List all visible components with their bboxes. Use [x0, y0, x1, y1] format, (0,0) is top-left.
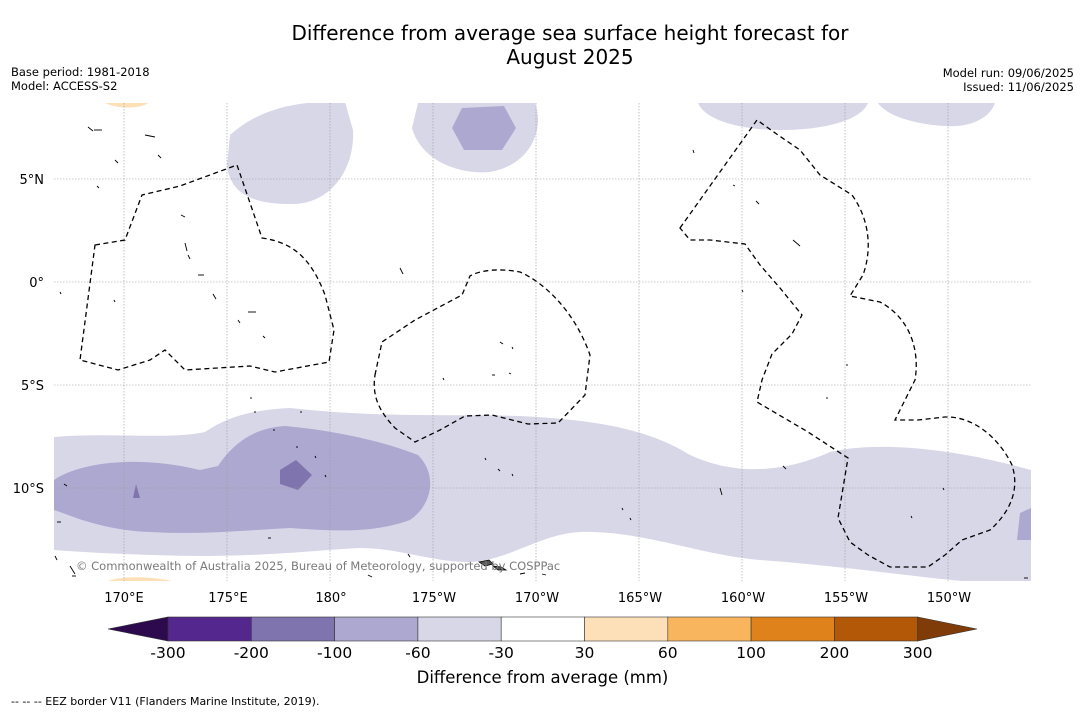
lat-label: 0°: [29, 276, 44, 291]
lon-label: 175°E: [208, 591, 248, 606]
lat-label: 5°S: [21, 379, 44, 394]
latitude-labels: 5°N 0° 5°S 10°S: [13, 173, 44, 497]
eez-borders: [79, 119, 1016, 568]
islands: [54, 126, 1028, 579]
base-period: Base period: 1981-2018: [11, 65, 150, 79]
colorbar-ticks: -300 -200 -100 -60 -30 30 60 100 200 300: [150, 644, 932, 662]
issued-date: Issued: 11/06/2025: [963, 80, 1074, 94]
lon-label: 160°W: [721, 591, 765, 606]
meta-left: Base period: 1981-2018 Model: ACCESS-S2: [11, 65, 150, 93]
lon-label: 155°W: [824, 591, 868, 606]
colorbar-tick: -200: [234, 644, 269, 662]
graticule: [54, 103, 1031, 581]
colorbar-tick: 300: [903, 644, 933, 662]
colorbar-segment: [500, 616, 585, 642]
lon-label: 180°: [315, 591, 346, 606]
lon-label: 175°W: [412, 591, 456, 606]
map-title: Difference from average sea surface heig…: [0, 21, 1085, 69]
lon-label: 165°W: [618, 591, 662, 606]
colorbar-segment: [251, 616, 335, 642]
longitude-labels: 170°E 175°E 180° 175°W 170°W 165°W 160°W…: [104, 591, 971, 606]
model-name: Model: ACCESS-S2: [11, 79, 118, 93]
colorbar-tick: 30: [575, 644, 595, 662]
colorbar-tick: -300: [150, 644, 185, 662]
colorbar-segment: [584, 616, 669, 642]
colorbar-segment: [750, 616, 835, 642]
title-line-1: Difference from average sea surface heig…: [291, 21, 849, 45]
colorbar-over-arrow: [917, 616, 978, 642]
lon-label: 170°W: [515, 591, 559, 606]
colorbar-tick: -60: [405, 644, 430, 662]
colorbar-tick: -30: [489, 644, 514, 662]
eez-legend-note: -- -- -- EEZ border V11 (Flanders Marine…: [11, 695, 320, 708]
colorbar-tick: -100: [317, 644, 352, 662]
meta-right: Model run: 09/06/2025 Issued: 11/06/2025: [943, 66, 1074, 94]
map-plot-area: © Commonwealth of Australia 2025, Bureau…: [54, 103, 1031, 581]
anomaly-dark-spots: [133, 460, 312, 498]
copyright-text: © Commonwealth of Australia 2025, Bureau…: [76, 559, 560, 573]
colorbar-segment: [417, 616, 502, 642]
colorbar-segment: [834, 616, 919, 642]
colorbar-under-arrow: [107, 616, 169, 642]
title-line-2: August 2025: [506, 45, 634, 69]
lon-label: 170°E: [104, 591, 144, 606]
colorbar-segment: [667, 616, 752, 642]
model-run: Model run: 09/06/2025: [942, 66, 1074, 80]
lat-label: 10°S: [13, 482, 44, 497]
colorbar-tick: 60: [658, 644, 678, 662]
colorbar-segment: [334, 616, 419, 642]
colorbar-segment: [167, 616, 252, 642]
anomaly-medium-regions: [54, 106, 516, 533]
colorbar-tick: 100: [736, 644, 766, 662]
lon-label: 150°W: [927, 591, 971, 606]
island-samoa: [477, 559, 508, 571]
lat-label: 5°N: [20, 173, 45, 188]
colorbar-title: Difference from average (mm): [416, 668, 669, 687]
colorbar-tick: 200: [820, 644, 850, 662]
colorbar: [107, 616, 978, 642]
